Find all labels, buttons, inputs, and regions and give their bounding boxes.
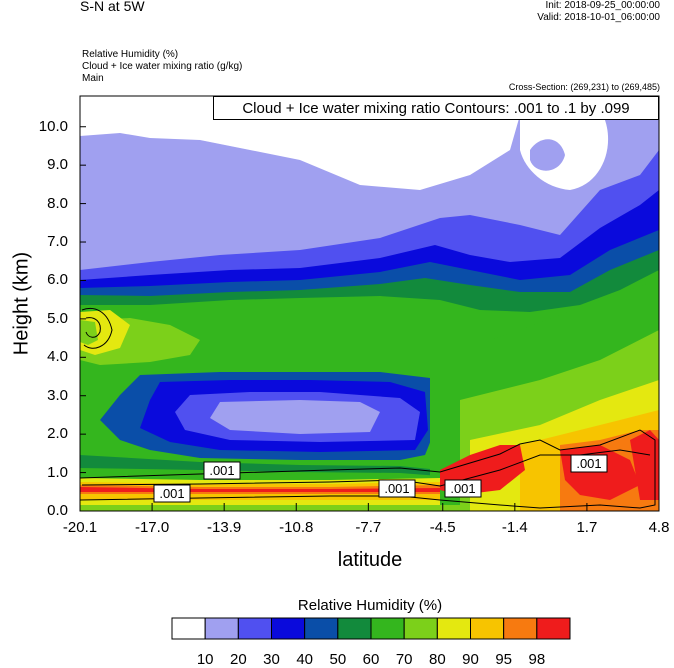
contour-inner — [81, 449, 651, 487]
contour-labels: .001 .001 .001 .001 .001 — [153, 454, 608, 503]
contour-label-4: .001 — [450, 481, 475, 496]
y-tick-label: 3.0 — [47, 386, 68, 404]
contour-upper-left-inner — [85, 317, 101, 338]
contour-label-box-5 — [570, 454, 608, 473]
cross-section-label: Cross-Section: (269,231) to (269,485) — [508, 82, 660, 92]
y-tick-label: 7.0 — [47, 233, 68, 251]
rh-surface-layer — [80, 505, 460, 511]
colorbar-swatch — [436, 617, 472, 640]
x-tick-label: -10.8 — [279, 519, 314, 536]
colorbar-level-label: 10 — [196, 651, 214, 668]
colorbar-swatch — [171, 617, 206, 640]
colorbar-swatch — [204, 617, 239, 640]
cloud-contours — [80, 307, 656, 509]
contour-info-box: Cloud + Ice water mixing ratio Contours:… — [213, 96, 659, 120]
rh-moist-pocket-3 — [630, 430, 659, 500]
rh-hole-right — [530, 139, 565, 171]
rh-dry-slot-20 — [210, 400, 380, 434]
y-tick-label: 6.0 — [47, 271, 68, 289]
contour-label-box-3 — [378, 479, 416, 498]
colorbar-level-label: 80 — [428, 651, 446, 668]
colorbar-swatch — [503, 617, 538, 640]
contour-label-box-4 — [444, 479, 482, 498]
contour-outer — [80, 429, 656, 509]
x-tick-label: -7.7 — [355, 519, 382, 536]
y-tick-marks — [80, 126, 86, 512]
colorbar-swatch — [237, 617, 272, 640]
colorbar-level-label: 20 — [229, 651, 247, 668]
y-tick-label: 2.0 — [47, 425, 68, 443]
y-tick-label: 4.0 — [47, 348, 68, 366]
y-tick-label: 8.0 — [47, 194, 68, 212]
contour-label-box-2 — [153, 484, 191, 503]
colorbar-level-label: 40 — [296, 651, 313, 668]
colorbar-swatch — [536, 617, 571, 640]
colorbar-level-label: 70 — [395, 651, 413, 668]
x-tick-label: -17.0 — [134, 519, 170, 536]
x-tick-marks — [79, 503, 660, 511]
x-tick-label: -13.9 — [207, 519, 242, 536]
contour-label-5: .001 — [576, 456, 601, 471]
colorbar-title: Relative Humidity (%) — [297, 597, 443, 614]
init-time: Init: 2018-09-25_00:00:00 — [545, 0, 660, 11]
colorbar-swatch — [271, 617, 306, 640]
colorbar-swatch — [470, 617, 505, 640]
x-tick-label: -20.1 — [62, 519, 98, 536]
x-tick-label: 4.8 — [648, 519, 670, 536]
y-tick-label: 1.0 — [47, 463, 68, 481]
x-tick-label: 1.7 — [576, 519, 598, 536]
valid-time: Valid: 2018-10-01_06:00:00 — [537, 12, 660, 23]
contour-upper-left — [81, 307, 113, 349]
rh-region-80-inner — [80, 320, 98, 345]
rh-field — [80, 96, 659, 511]
colorbar-swatch — [403, 617, 438, 640]
colorbar-level-label: 98 — [528, 651, 546, 668]
y-tick-label: 0.0 — [47, 502, 68, 519]
colorbar-level-label: 30 — [263, 651, 280, 668]
contour-label-box-1 — [203, 461, 241, 480]
contour-label-3: .001 — [384, 481, 409, 496]
contour-label-1: .001 — [209, 463, 234, 478]
y-tick-label: 5.0 — [47, 309, 68, 327]
y-tick-label: 9.0 — [47, 156, 68, 174]
x-tick-label: -4.5 — [429, 519, 456, 536]
colorbar-swatch — [337, 617, 372, 640]
colorbar-level-label: 60 — [362, 651, 380, 668]
field-label-rh: Relative Humidity (%) — [82, 49, 179, 60]
colorbar-level-label: 95 — [495, 651, 512, 668]
contour-label-2: .001 — [159, 486, 184, 501]
field-label-cloud: Cloud + Ice water mixing ratio (g/kg) — [82, 61, 243, 72]
field-label-main: Main — [82, 73, 104, 84]
colorbar-swatch — [304, 617, 339, 640]
y-axis-label: Height (km) — [10, 251, 33, 356]
colorbar-level-label: 50 — [329, 651, 347, 668]
x-axis-label: latitude — [337, 549, 403, 571]
y-tick-label: 10.0 — [38, 117, 68, 135]
colorbar-swatch — [370, 617, 405, 640]
rh-region-90-left — [80, 310, 130, 355]
colorbar-level-label: 90 — [462, 651, 479, 668]
colorbar — [171, 617, 571, 640]
x-tick-label: -1.4 — [501, 519, 528, 536]
plot-title: S-N at 5W — [80, 0, 145, 14]
